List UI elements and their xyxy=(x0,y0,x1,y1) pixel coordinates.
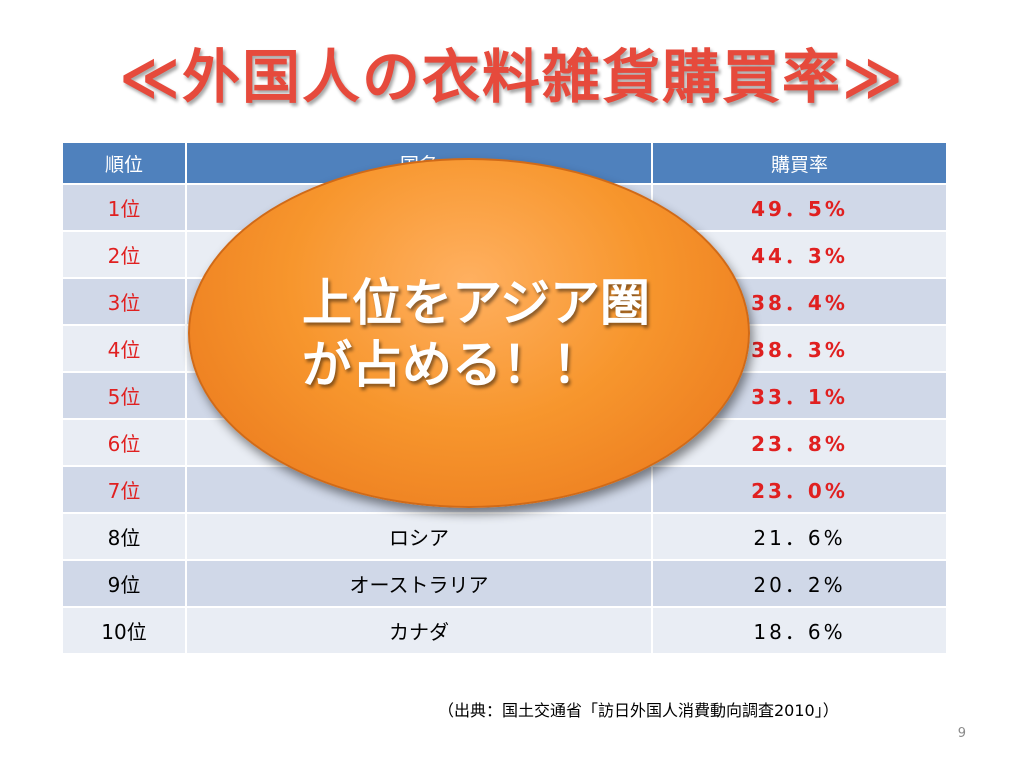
header-rate: 購買率 xyxy=(651,141,948,185)
rate-cell: 20．2% xyxy=(651,559,948,608)
rate-cell: 21．6% xyxy=(651,512,948,561)
callout-line-2: が占める！！ xyxy=(302,336,602,394)
rank-cell: 4位 xyxy=(61,324,187,373)
rank-cell: 1位 xyxy=(61,183,187,232)
callout-line-1: 上位をアジア圏 xyxy=(302,274,650,332)
rank-cell: 3位 xyxy=(61,277,187,326)
rank-cell: 10位 xyxy=(61,606,187,655)
rank-cell: 5位 xyxy=(61,371,187,420)
table-row: 8位 ロシア 21．6% xyxy=(61,512,948,561)
table-row: 9位 オーストラリア 20．2% xyxy=(61,559,948,608)
page-number: 9 xyxy=(957,726,966,741)
rate-cell: 18．6% xyxy=(651,606,948,655)
rank-cell: 8位 xyxy=(61,512,187,561)
source-citation: （出典：国土交通省「訪日外国人消費動向調査2010」） xyxy=(438,701,839,720)
country-cell: ロシア xyxy=(185,512,653,561)
slide-title: ≪外国人の衣料雑貨購買率≫ xyxy=(119,43,905,111)
table-row: 10位 カナダ 18．6% xyxy=(61,606,948,655)
header-rank: 順位 xyxy=(61,141,187,185)
callout-text: 上位をアジア圏 が占める！！ xyxy=(302,272,662,396)
table-header-row: 順位 国名 購買率 xyxy=(61,141,948,185)
rate-cell: 23．8% xyxy=(651,418,948,467)
country-cell: カナダ xyxy=(185,606,653,655)
rank-cell: 7位 xyxy=(61,465,187,514)
country-cell: オーストラリア xyxy=(185,559,653,608)
rank-cell: 2位 xyxy=(61,230,187,279)
rate-cell: 49．5% xyxy=(651,183,948,232)
rank-cell: 9位 xyxy=(61,559,187,608)
rank-cell: 6位 xyxy=(61,418,187,467)
rate-cell: 23．0% xyxy=(651,465,948,514)
callout-oval xyxy=(188,158,750,508)
